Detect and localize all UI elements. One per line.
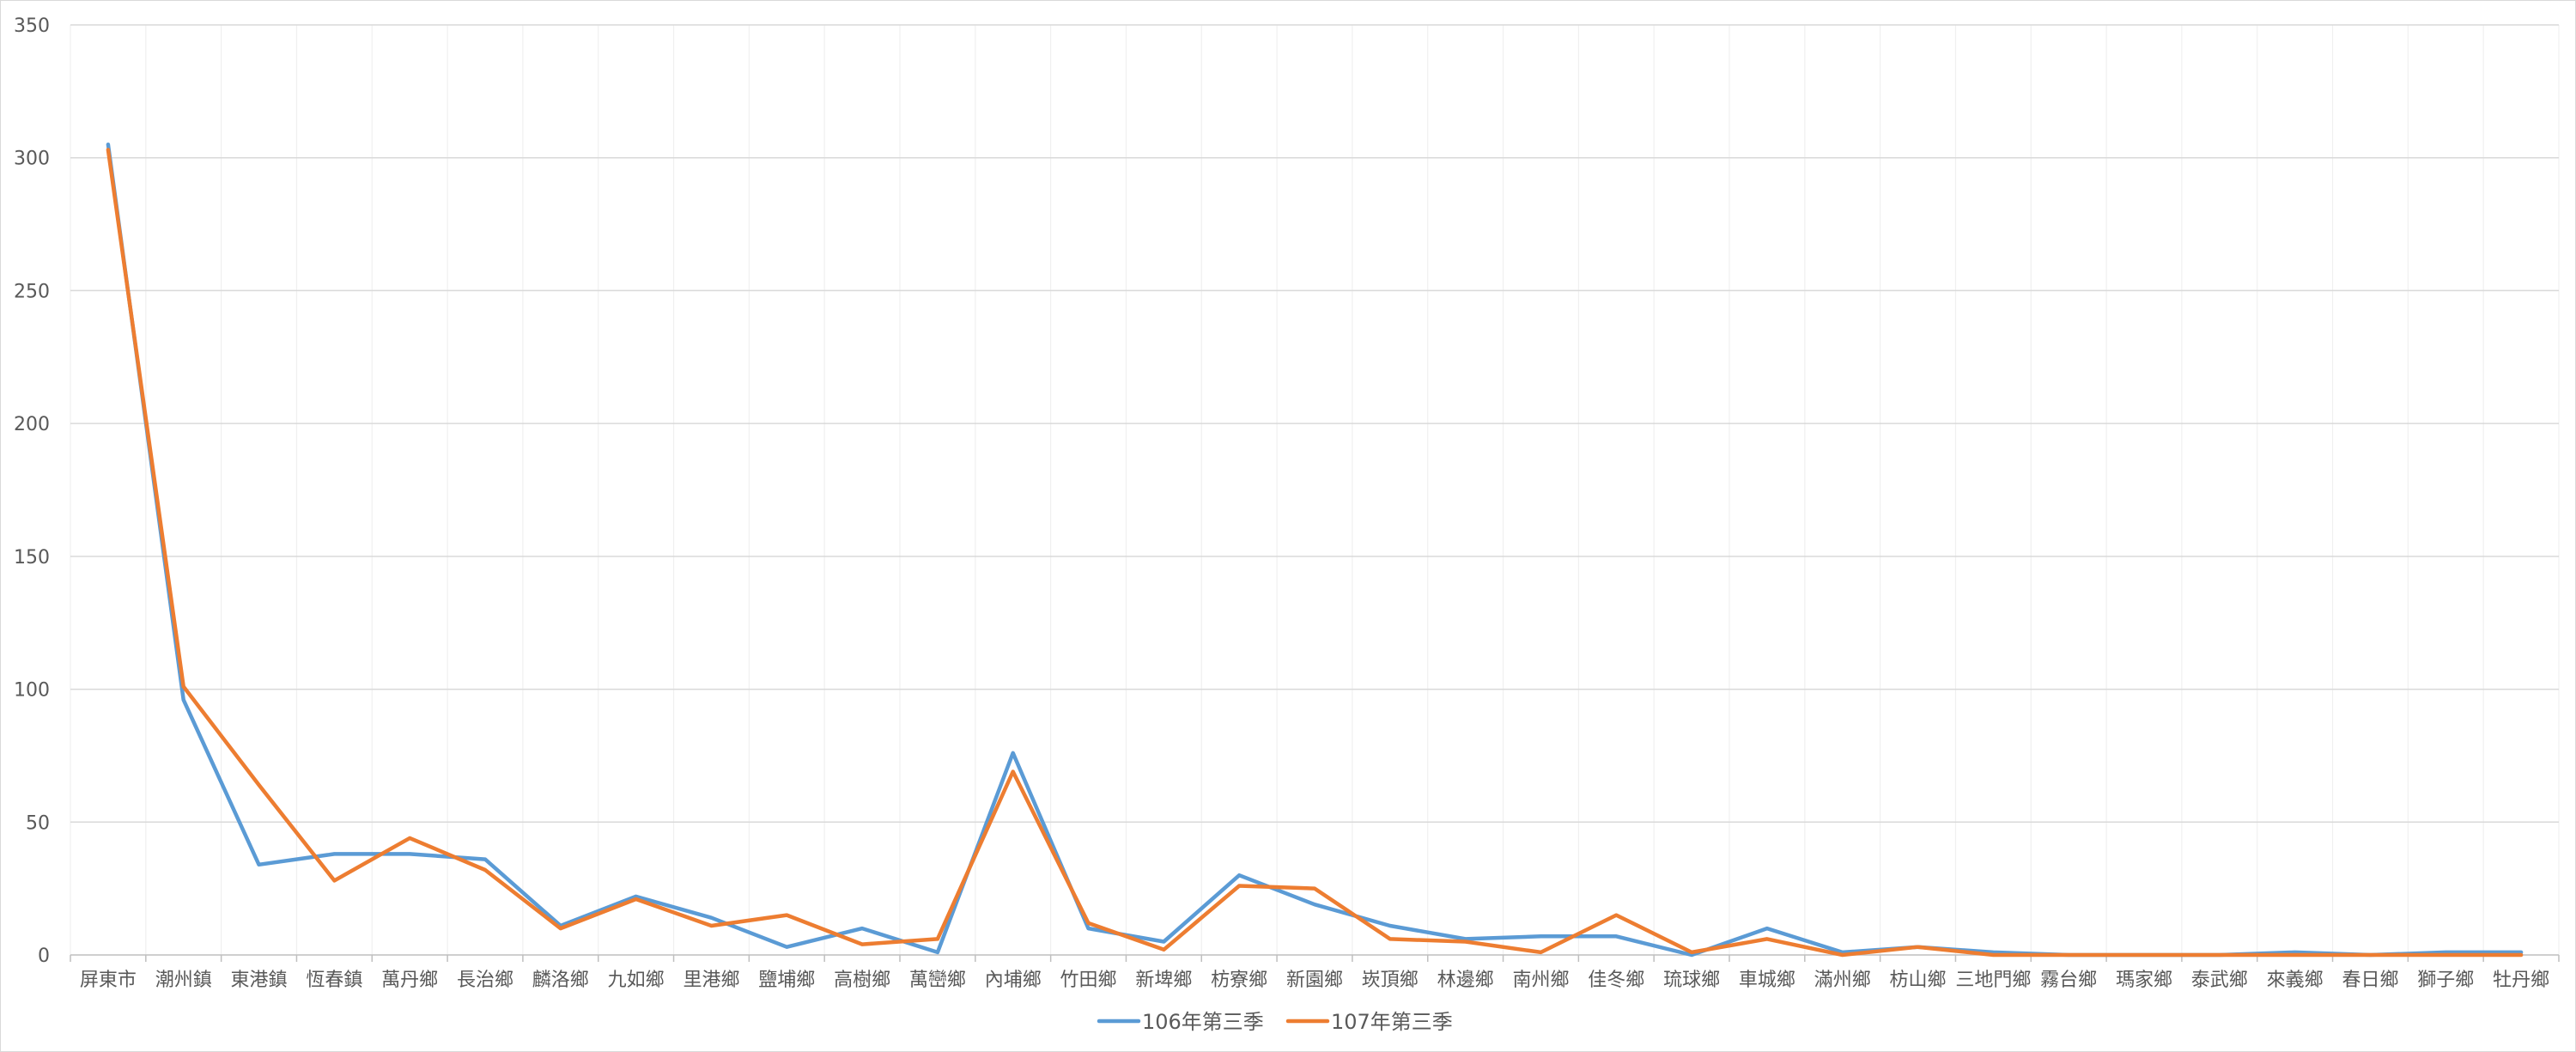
x-tick-label: 獅子鄉 (2417, 970, 2474, 991)
x-tick-label: 東港鎮 (231, 970, 288, 991)
x-tick-label: 牡丹鄉 (2493, 970, 2549, 991)
x-tick-label: 萬巒鄉 (909, 970, 966, 991)
series-line-1 (106, 142, 2524, 958)
x-tick-label: 長治鄉 (457, 970, 513, 991)
x-tick-label: 霧台鄉 (2040, 970, 2097, 991)
y-tick-label: 50 (26, 812, 50, 834)
x-tick-label: 高樹鄉 (834, 970, 890, 991)
y-tick-label: 100 (14, 680, 50, 702)
x-tick-label: 屏東市 (80, 970, 137, 991)
series-line-2 (106, 148, 2524, 958)
x-tick-label: 車城鄉 (1739, 970, 1795, 991)
y-tick-label: 350 (14, 15, 50, 37)
x-tick-label: 枋寮鄉 (1211, 970, 1267, 991)
x-tick-label: 九如鄉 (608, 970, 665, 991)
y-tick-label: 200 (14, 414, 50, 435)
y-tick-label: 300 (14, 149, 50, 170)
x-tick-label: 來義鄉 (2267, 970, 2324, 991)
x-tick-label: 里港鄉 (683, 970, 739, 991)
y-tick-label: 0 (38, 946, 50, 967)
x-tick-label: 新埤鄉 (1135, 970, 1192, 991)
x-tick-label: 萬丹鄉 (381, 970, 438, 991)
legend-label-1: 106年第三季 (1142, 1010, 1264, 1034)
x-tick-label: 鹽埔鄉 (758, 970, 815, 991)
x-tick-label: 林邊鄉 (1437, 970, 1494, 991)
y-tick-label: 150 (14, 547, 50, 569)
x-tick-label: 南州鄉 (1512, 970, 1569, 991)
axes: 0 50 100 150 200 250 300 350 屏東市 潮州鎮 東港鎮 恆春鎮 萬丹鄉 長治鄉麟… (14, 15, 2560, 991)
x-tick-label: 春日鄉 (2342, 970, 2398, 991)
x-tick-label: 枋山鄉 (1890, 970, 1947, 991)
legend: 106年第三季 107年第三季 (1097, 1010, 1453, 1034)
x-tick-label: 新園鄉 (1286, 970, 1343, 991)
x-tick-label: 泰武鄉 (2191, 970, 2248, 991)
x-tick-label: 佳冬鄉 (1588, 970, 1644, 991)
x-tick-label: 滿州鄉 (1814, 970, 1871, 991)
x-tick-label: 瑪家鄉 (2116, 970, 2172, 991)
x-tick-label: 內埔鄉 (985, 970, 1042, 991)
x-tick-label: 崁頂鄉 (1362, 970, 1419, 991)
x-tick-label: 竹田鄉 (1060, 970, 1117, 991)
y-tick-label: 250 (14, 281, 50, 302)
gridlines (70, 24, 2560, 955)
series-layer (106, 142, 2524, 958)
legend-label-2: 107年第三季 (1331, 1010, 1453, 1034)
x-tick-label: 麟洛鄉 (532, 970, 589, 991)
x-tick-label: 琉球鄉 (1663, 970, 1720, 991)
x-tick-label: 三地門鄉 (1955, 970, 2031, 991)
x-tick-label: 潮州鎮 (155, 970, 212, 991)
x-tick-label: 恆春鎮 (306, 970, 362, 991)
